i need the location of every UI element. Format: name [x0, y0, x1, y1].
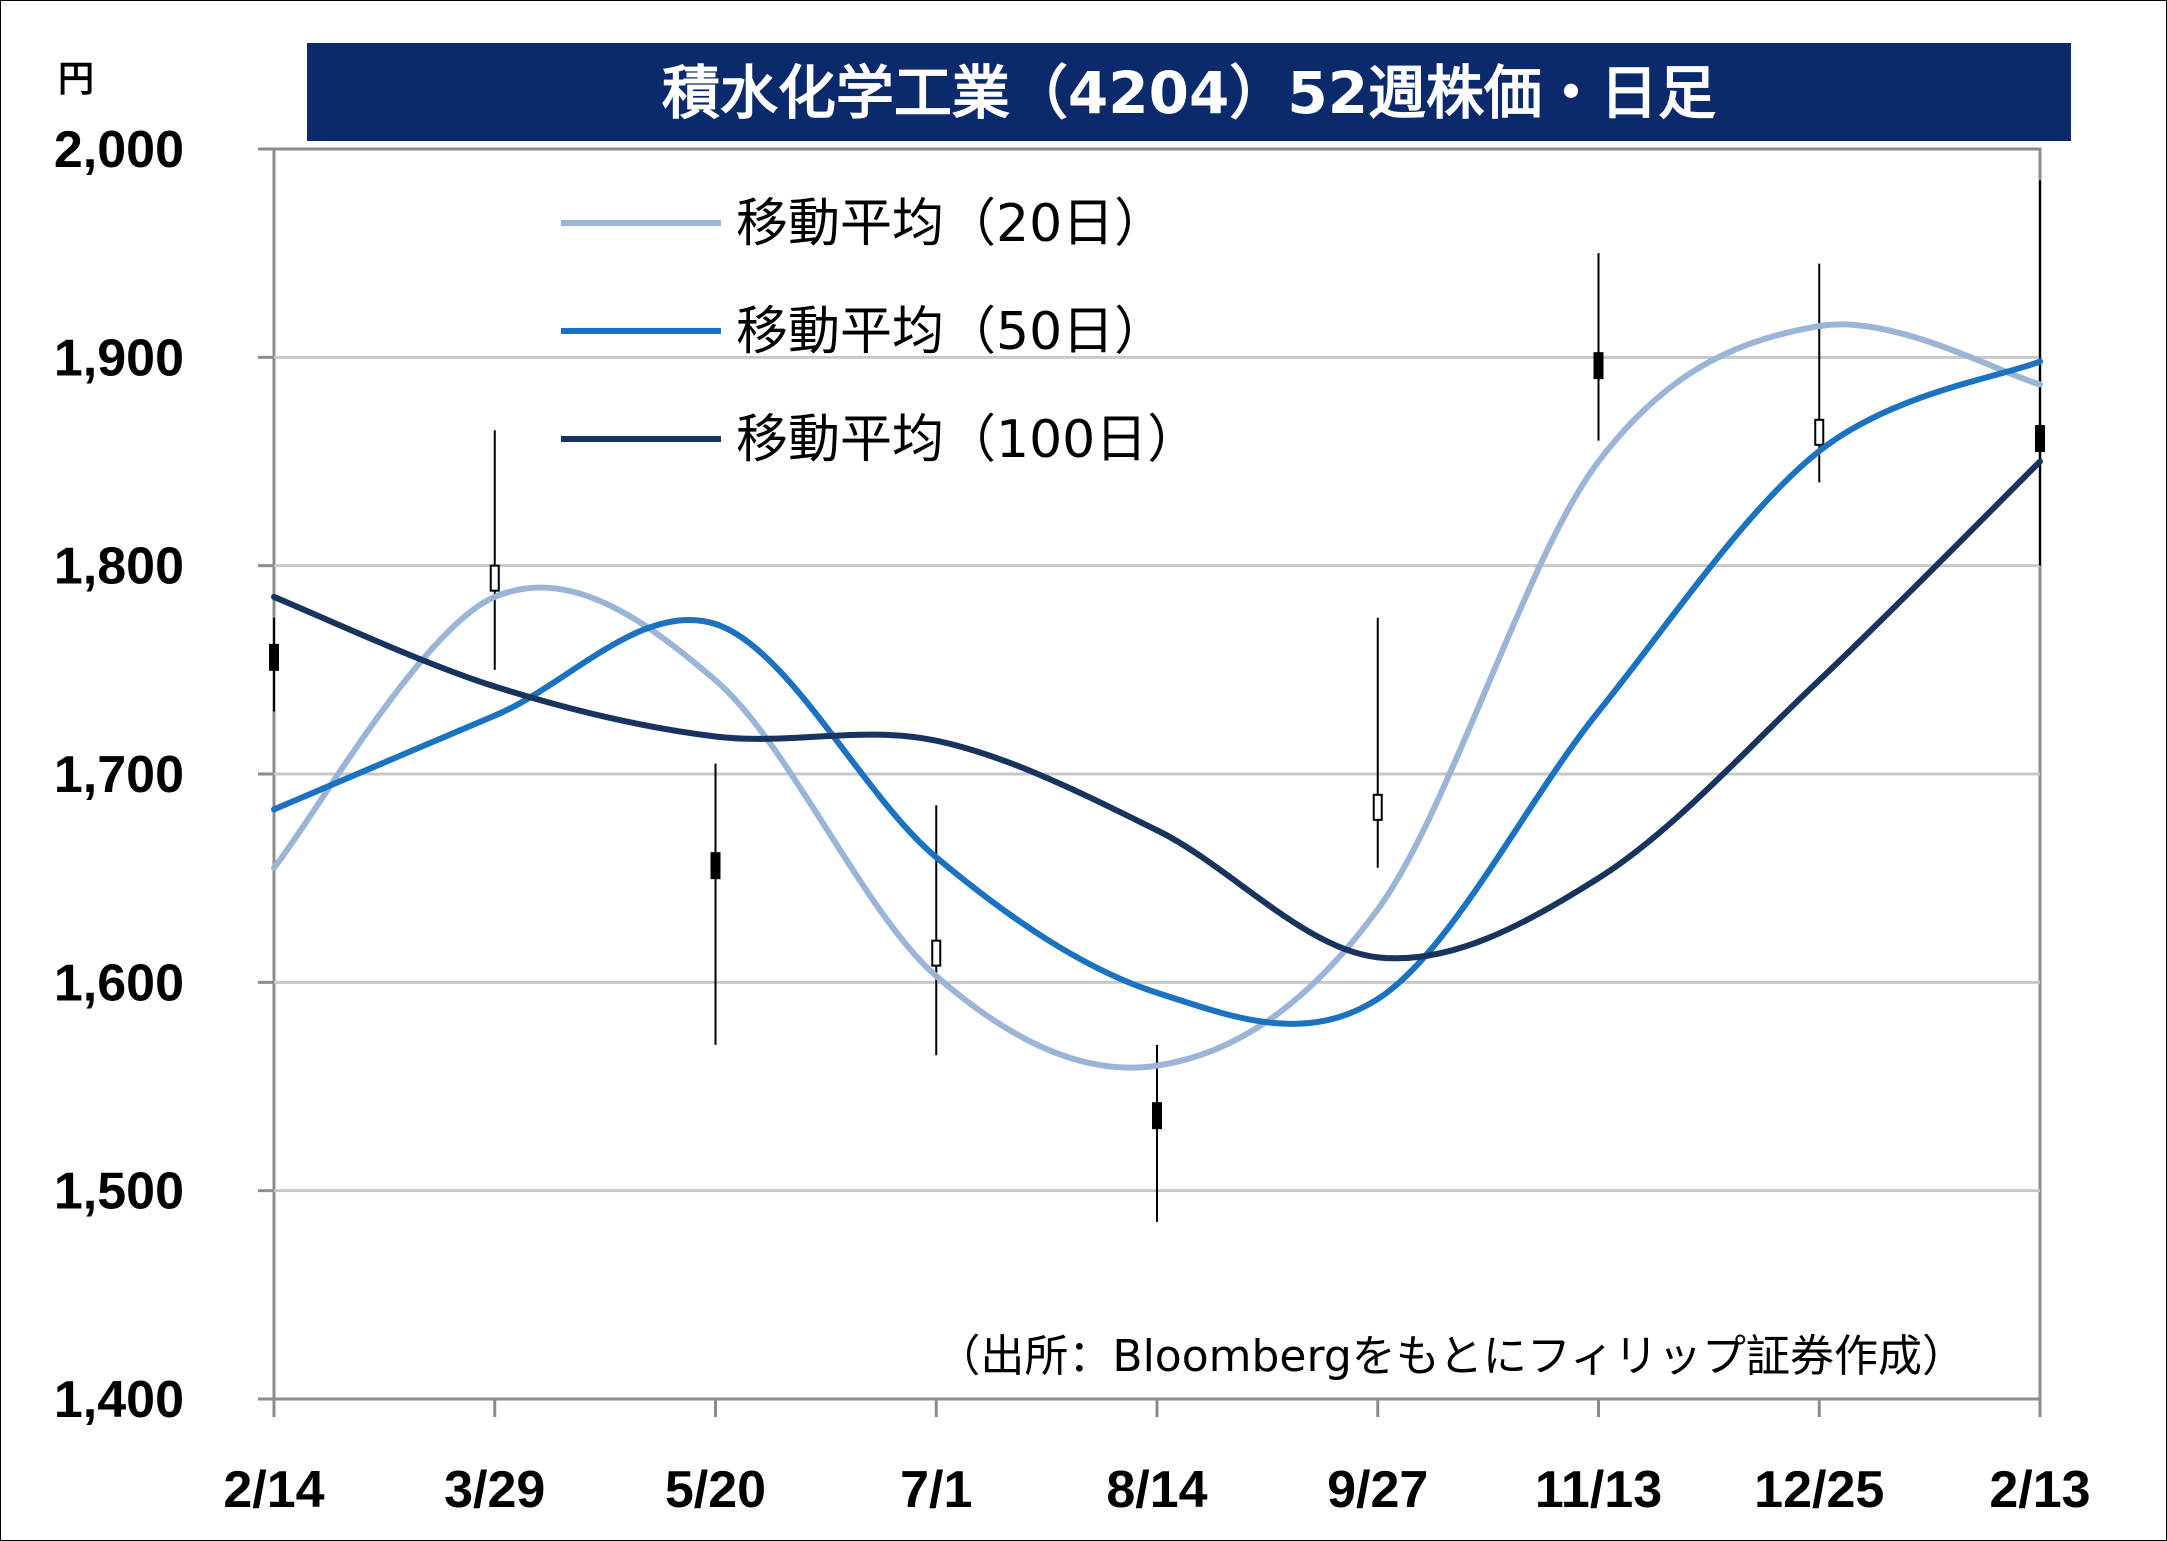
x-tick-label: 2/14: [223, 1461, 324, 1519]
x-tick-label: 12/25: [1754, 1461, 1884, 1519]
moving-averages: [271, 321, 2043, 1071]
x-axis: 2/14 3/29 5/20 7/1 8/14 9/27 11/13 12/25 2/13: [223, 1399, 2091, 1519]
chart-title: 積水化学工業（4204）52週株価・日足: [662, 59, 1716, 127]
y-tick-label: 1,900: [54, 329, 184, 387]
y-tick-label: 2,000: [54, 121, 184, 179]
y-unit-label: 円: [58, 59, 94, 100]
series-line-3: [271, 458, 2043, 962]
x-tick-label: 3/29: [444, 1461, 545, 1519]
candle-body: [2035, 425, 2045, 453]
x-tick-label: 9/27: [1327, 1461, 1428, 1519]
x-tick-label: 8/14: [1106, 1461, 1207, 1519]
x-tick-label: 11/13: [1535, 1461, 1662, 1519]
legend: 移動平均（20日） 移動平均（50日） 移動平均（100日）: [561, 194, 1199, 470]
x-tick-label: 7/1: [900, 1461, 972, 1519]
y-tick-label: 1,400: [54, 1371, 184, 1429]
x-tick-label: 2/13: [1989, 1461, 2090, 1519]
source-note: （出所：Bloombergをもとにフィリップ証券作成）: [936, 1331, 1966, 1382]
y-tick-label: 1,700: [54, 746, 184, 804]
candle-body: [931, 939, 942, 967]
legend-label-ma20: 移動平均（20日）: [736, 194, 1166, 254]
series-line-2: [271, 358, 2043, 1027]
y-tick-label: 1,800: [54, 538, 184, 596]
candle-body: [269, 643, 279, 671]
y-axis: 1,400 1,500 1,600 1,700 1,800 1,900 2,000: [54, 121, 274, 1429]
title-bar: [307, 43, 2071, 141]
candle-body: [1814, 418, 1825, 446]
series-line-1: [271, 321, 2043, 1071]
candle-body: [1372, 793, 1383, 821]
x-tick-label: 5/20: [665, 1461, 766, 1519]
candle-body: [1593, 352, 1604, 380]
candles: [269, 180, 2045, 1222]
grid-lines: [274, 355, 2040, 1193]
legend-label-ma100: 移動平均（100日）: [736, 410, 1199, 470]
y-tick-label: 1,600: [54, 954, 184, 1012]
y-tick-label: 1,500: [54, 1163, 184, 1221]
candle-body: [489, 564, 500, 592]
candle-body: [710, 852, 721, 880]
legend-label-ma50: 移動平均（50日）: [736, 302, 1166, 362]
candle-body: [1152, 1102, 1162, 1130]
